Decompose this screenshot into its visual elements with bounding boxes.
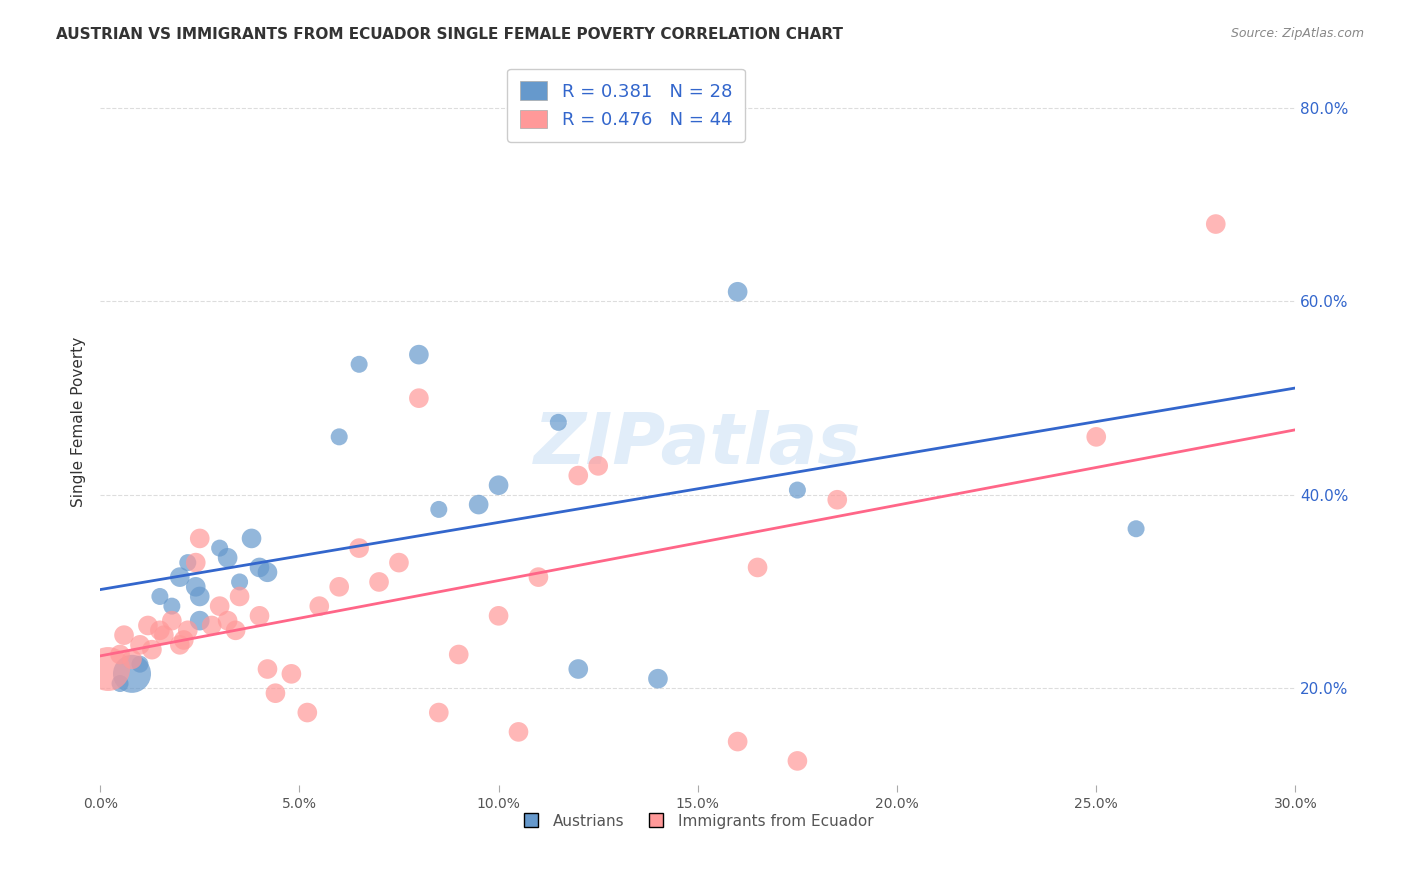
Point xyxy=(1125,522,1147,536)
Point xyxy=(188,532,211,546)
Point xyxy=(208,541,231,555)
Point xyxy=(567,468,589,483)
Point xyxy=(1085,430,1108,444)
Point xyxy=(108,648,131,662)
Point xyxy=(225,624,247,638)
Point xyxy=(427,502,450,516)
Point xyxy=(825,492,848,507)
Point xyxy=(149,590,172,604)
Point xyxy=(141,642,163,657)
Point xyxy=(264,686,287,700)
Point xyxy=(488,608,510,623)
Point xyxy=(786,754,808,768)
Point xyxy=(240,532,263,546)
Point xyxy=(169,570,191,584)
Point xyxy=(368,574,391,589)
Point xyxy=(208,599,231,614)
Point xyxy=(184,556,207,570)
Point xyxy=(727,734,749,748)
Point xyxy=(160,614,183,628)
Point xyxy=(647,672,669,686)
Point xyxy=(108,676,131,690)
Point xyxy=(217,614,239,628)
Text: Source: ZipAtlas.com: Source: ZipAtlas.com xyxy=(1230,27,1364,40)
Point xyxy=(388,556,411,570)
Point xyxy=(217,550,239,565)
Point xyxy=(567,662,589,676)
Point xyxy=(228,574,250,589)
Point xyxy=(97,662,120,676)
Point xyxy=(786,483,808,497)
Point xyxy=(129,657,152,672)
Point xyxy=(408,348,430,362)
Point xyxy=(256,566,278,580)
Point xyxy=(727,285,749,299)
Point xyxy=(547,415,569,429)
Point xyxy=(1205,217,1227,231)
Y-axis label: Single Female Poverty: Single Female Poverty xyxy=(72,337,86,508)
Text: AUSTRIAN VS IMMIGRANTS FROM ECUADOR SINGLE FEMALE POVERTY CORRELATION CHART: AUSTRIAN VS IMMIGRANTS FROM ECUADOR SING… xyxy=(56,27,844,42)
Point xyxy=(160,599,183,614)
Point xyxy=(488,478,510,492)
Point xyxy=(201,618,224,632)
Point xyxy=(586,458,609,473)
Point xyxy=(280,666,302,681)
Point xyxy=(297,706,319,720)
Point xyxy=(508,725,530,739)
Point xyxy=(112,628,135,642)
Point xyxy=(249,608,271,623)
Point xyxy=(153,628,176,642)
Text: ZIPatlas: ZIPatlas xyxy=(534,409,862,479)
Point xyxy=(228,590,250,604)
Legend: Austrians, Immigrants from Ecuador: Austrians, Immigrants from Ecuador xyxy=(516,808,880,836)
Point xyxy=(347,357,370,371)
Point xyxy=(177,624,200,638)
Point xyxy=(747,560,769,574)
Point xyxy=(328,580,350,594)
Point xyxy=(136,618,159,632)
Point xyxy=(427,706,450,720)
Point xyxy=(169,638,191,652)
Point xyxy=(177,556,200,570)
Point xyxy=(184,580,207,594)
Point xyxy=(173,632,195,647)
Point xyxy=(527,570,550,584)
Point xyxy=(149,624,172,638)
Point xyxy=(328,430,350,444)
Point xyxy=(188,590,211,604)
Point xyxy=(447,648,470,662)
Point xyxy=(129,638,152,652)
Point xyxy=(121,652,143,666)
Point xyxy=(467,498,489,512)
Point xyxy=(249,560,271,574)
Point xyxy=(308,599,330,614)
Point xyxy=(408,391,430,405)
Point xyxy=(188,614,211,628)
Point xyxy=(256,662,278,676)
Point xyxy=(121,666,143,681)
Point xyxy=(347,541,370,555)
